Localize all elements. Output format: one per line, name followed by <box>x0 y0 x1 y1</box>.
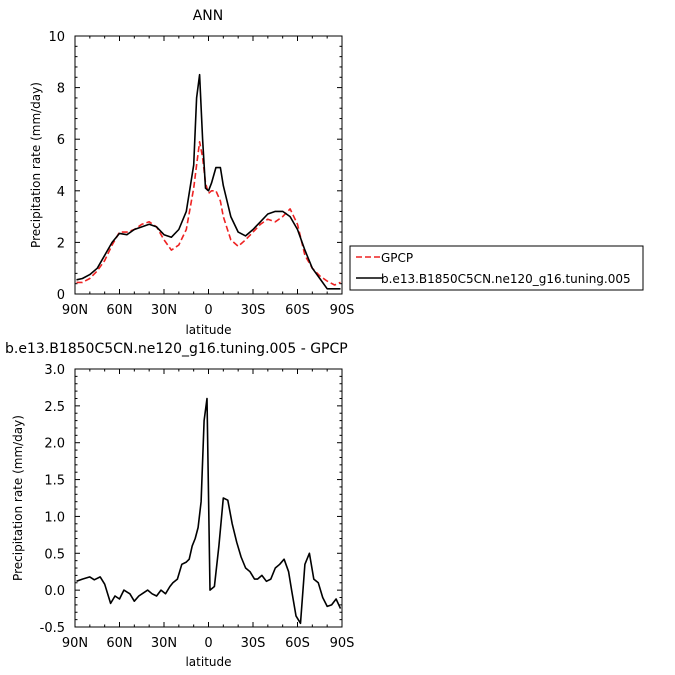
legend: GPCP b.e13.B1850C5CN.ne120_g16.tuning.005 <box>349 245 644 291</box>
y-tick-label: 2 <box>57 236 65 251</box>
y-tick-label: 0.5 <box>44 547 65 562</box>
series-line-1 <box>76 73 341 290</box>
x-tick-label: 0 <box>204 303 212 318</box>
legend-label: b.e13.B1850C5CN.ne120_g16.tuning.005 <box>381 272 631 286</box>
y-tick-label: 2.0 <box>44 437 65 452</box>
chart-title: b.e13.B1850C5CN.ne120_g16.tuning.005 - G… <box>5 341 348 357</box>
y-axis-label: Precipitation rate (mm/day) <box>29 82 43 248</box>
x-tick-label: 30S <box>241 636 266 651</box>
y-tick-label: 3.0 <box>44 363 65 378</box>
x-tick-label: 90S <box>330 636 355 651</box>
x-tick-label: 90S <box>330 303 355 318</box>
x-axis-label: latitude <box>185 655 231 669</box>
x-tick-label: 90N <box>62 636 88 651</box>
y-tick-label: -0.5 <box>40 621 65 636</box>
plot-frame <box>74 35 343 295</box>
x-axis-label: latitude <box>185 323 231 337</box>
y-tick-label: 8 <box>57 82 65 97</box>
series-line-0 <box>76 397 342 625</box>
chart-title: ANN <box>193 8 224 24</box>
y-tick-label: 0 <box>57 288 65 303</box>
legend-label: GPCP <box>381 251 413 265</box>
series-line-0 <box>76 141 341 286</box>
y-tick-label: 6 <box>57 133 65 148</box>
x-tick-label: 60S <box>285 636 310 651</box>
y-tick-label: 2.5 <box>44 400 65 415</box>
y-tick-label: 0.0 <box>44 584 65 599</box>
y-tick-label: 4 <box>57 185 65 200</box>
x-tick-label: 30S <box>241 303 266 318</box>
x-tick-label: 90N <box>62 303 88 318</box>
y-tick-label: 1.5 <box>44 474 65 489</box>
x-tick-label: 30N <box>151 636 177 651</box>
x-tick-label: 60N <box>106 303 132 318</box>
y-tick-label: 1.0 <box>44 510 65 525</box>
y-tick-label: 10 <box>48 30 65 45</box>
x-tick-label: 30N <box>151 303 177 318</box>
y-axis-label: Precipitation rate (mm/day) <box>11 415 25 581</box>
legend-box <box>349 245 644 291</box>
x-tick-label: 60S <box>285 303 310 318</box>
x-tick-label: 60N <box>106 636 132 651</box>
x-tick-label: 0 <box>204 636 212 651</box>
